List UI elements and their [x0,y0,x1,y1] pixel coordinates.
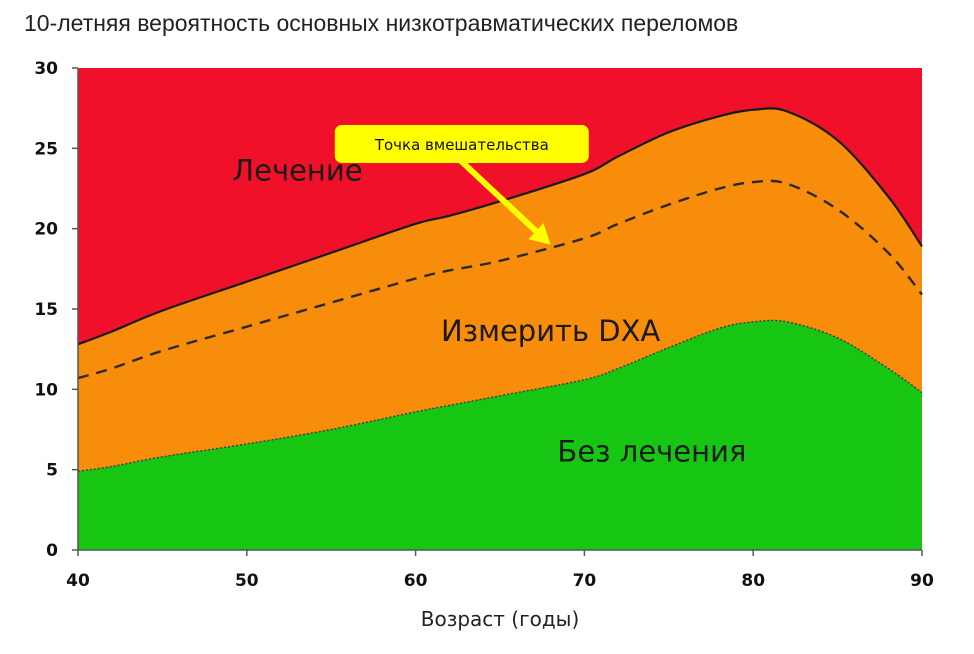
y-tick-label: 0 [46,541,58,561]
y-tick-label: 20 [34,220,58,240]
annotation-box [334,124,589,163]
annotation-arrow-shaft [455,155,539,234]
chart-title: 10-летняя вероятность основных низкотрав… [24,10,739,36]
threshold-lines [77,107,923,472]
region-label: Без лечения [557,435,746,469]
x-tick-label: 40 [66,571,90,591]
region-label: Измерить DXA [441,314,660,348]
annotation-arrow-head [528,223,551,245]
x-tick-label: 80 [741,571,765,591]
no-treatment-area [78,320,922,550]
upper-threshold-line [77,107,923,346]
y-tick-label: 10 [34,380,58,400]
lower-threshold-line [77,319,923,472]
y-tick-label: 30 [34,59,58,79]
x-tick-label: 90 [910,571,934,591]
intervention-threshold-line [77,179,923,380]
x-tick-label: 50 [235,571,259,591]
y-tick-label: 25 [34,139,58,159]
x-axis-label: Возраст (годы) [421,607,580,631]
y-tick-label: 5 [46,461,58,481]
annotation: Точка вмешательства [334,124,589,245]
x-tick-label: 70 [573,571,597,591]
y-tick-label: 15 [34,300,58,320]
axes: 0 5 10 15 20 25 30 40 50 60 70 80 90 Возраст (годы) [34,59,934,631]
x-tick-label: 60 [404,571,428,591]
annotation-label: Точка вмешательства [374,136,549,154]
